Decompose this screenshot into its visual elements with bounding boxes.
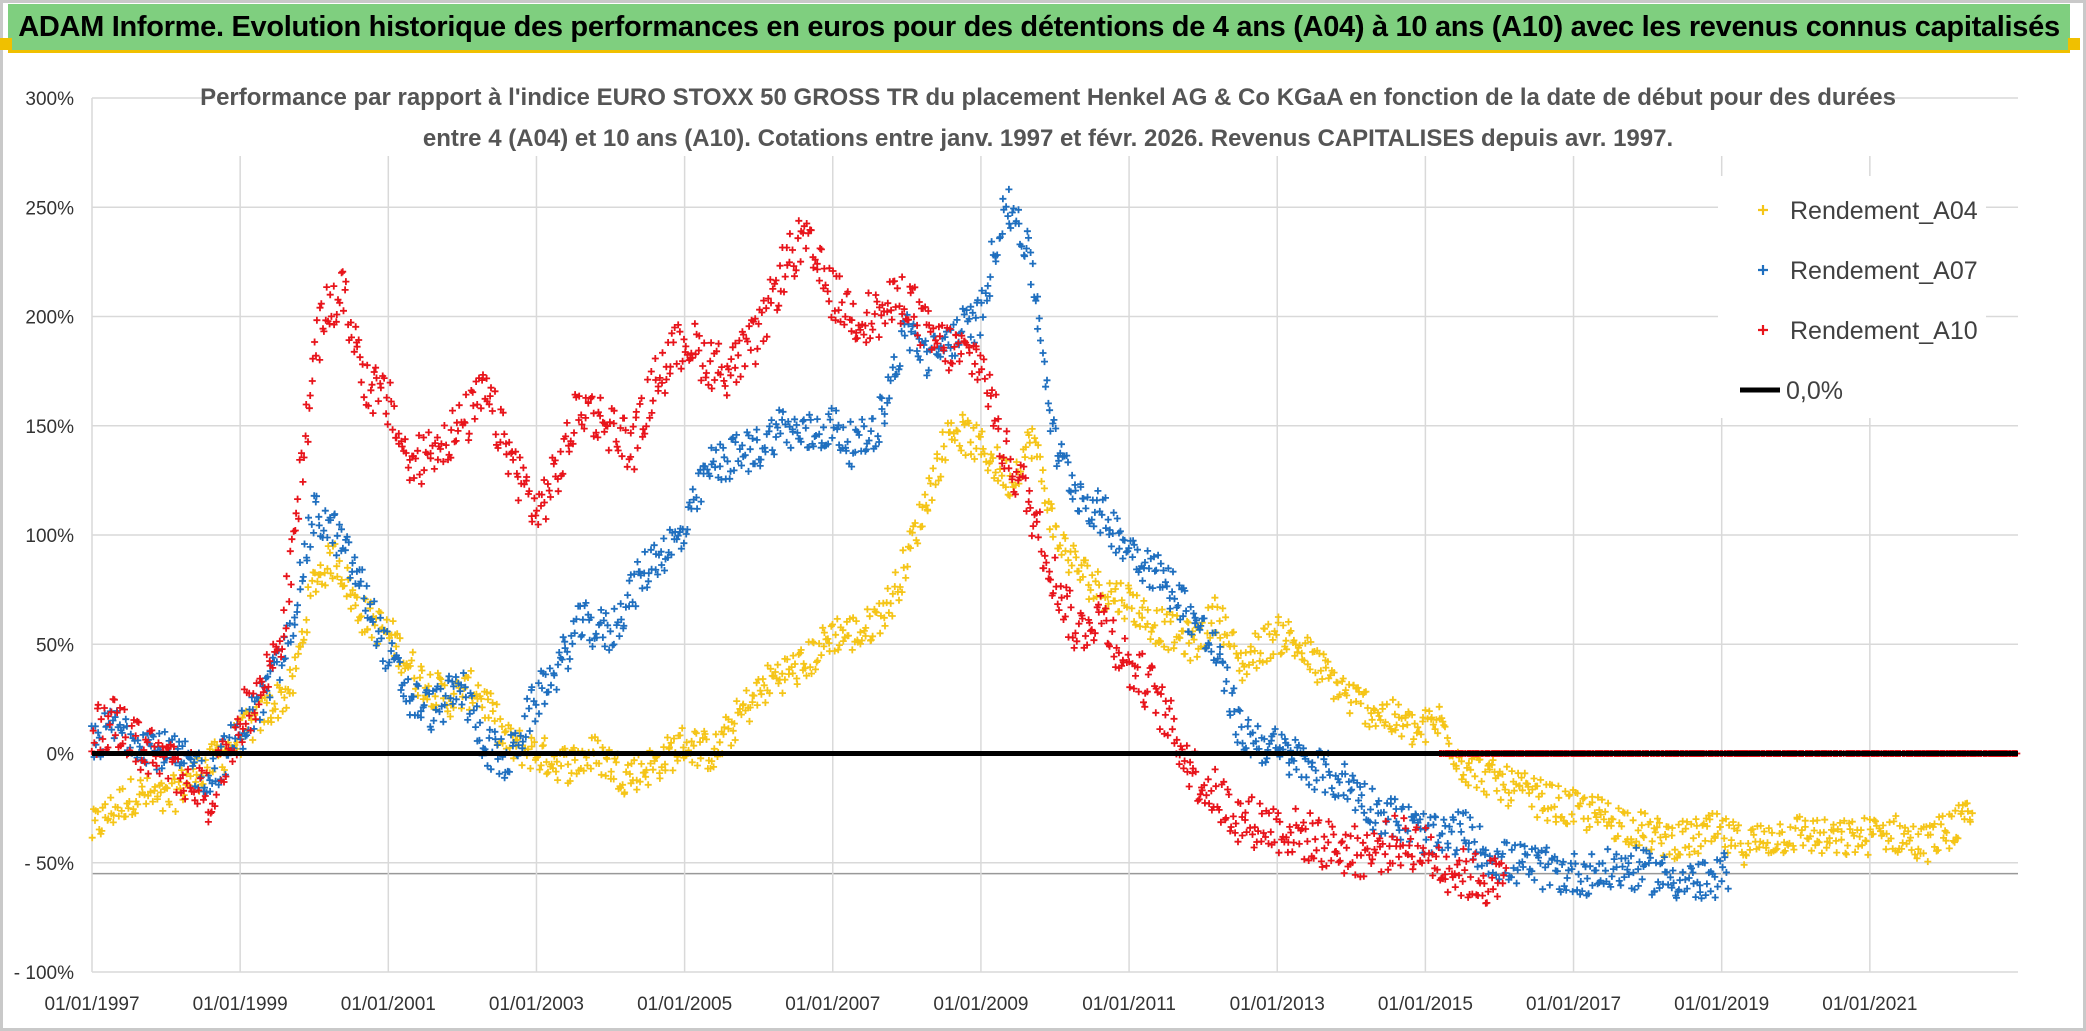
y-tick-label: 200%	[25, 308, 74, 329]
x-tick-label: 01/01/2001	[341, 994, 436, 1015]
series-Rendement_A04	[88, 411, 1976, 869]
series-Rendement_A10	[88, 217, 1510, 907]
chart-subtitle-line2: entre 4 (A04) et 10 ans (A10). Cotations…	[423, 125, 1673, 152]
y-tick-label: 300%	[25, 89, 74, 110]
y-tick-label: 150%	[25, 417, 74, 438]
x-tick-label: 01/01/2015	[1378, 994, 1473, 1015]
series-markers	[88, 185, 1732, 902]
legend-label: 0,0%	[1786, 377, 1843, 405]
page-title: ADAM Informe. Evolution historique des p…	[18, 10, 2060, 43]
x-tick-label: 01/01/2021	[1822, 994, 1917, 1015]
x-tick-label: 01/01/2019	[1674, 994, 1769, 1015]
x-tick-label: 01/01/1997	[44, 994, 139, 1015]
corner-mark-right	[2068, 38, 2080, 50]
legend-plus-marker	[1758, 325, 1768, 335]
legend-plus-marker	[1758, 265, 1768, 275]
legend-plus-marker	[1758, 205, 1768, 215]
x-tick-label: 01/01/2005	[637, 994, 732, 1015]
x-axis-ticks: 01/01/1997 01/01/1999 01/01/2001 01/01/2003…	[44, 994, 1917, 1015]
legend-background	[1718, 176, 1986, 418]
corner-mark-left	[0, 38, 12, 50]
y-tick-label: 250%	[25, 198, 74, 219]
y-tick-label: - 50%	[24, 854, 74, 875]
y-axis-ticks: 300% 250% 200% 150% 100% 50% 0% - 50% - 100%	[14, 89, 74, 984]
subtitle-background	[215, 82, 1880, 156]
y-tick-label: 50%	[36, 635, 74, 656]
series-markers	[88, 411, 1976, 869]
series-Rendement_A07	[88, 185, 1732, 902]
series-markers	[88, 217, 1510, 907]
y-tick-label: - 100%	[14, 963, 74, 984]
x-tick-label: 01/01/1999	[193, 994, 288, 1015]
x-tick-label: 01/01/2013	[1230, 994, 1325, 1015]
legend-label: Rendement_A10	[1790, 317, 1978, 345]
title-banner: ADAM Informe. Evolution historique des p…	[8, 4, 2070, 53]
legend-label: Rendement_A04	[1790, 197, 1978, 225]
x-tick-label: 01/01/2007	[785, 994, 880, 1015]
chart-subtitle-line1: Performance par rapport à l'indice EURO …	[200, 84, 1896, 111]
y-tick-label: 0%	[47, 745, 75, 766]
x-tick-label: 01/01/2017	[1526, 994, 1621, 1015]
legend-label: Rendement_A07	[1790, 257, 1978, 285]
x-tick-label: 01/01/2003	[489, 994, 584, 1015]
y-tick-label: 100%	[25, 526, 74, 547]
x-tick-label: 01/01/2009	[933, 994, 1028, 1015]
legend: Rendement_A04 Rendement_A07 Rendement_A10 0…	[1718, 176, 1986, 418]
x-tick-label: 01/01/2011	[1082, 994, 1176, 1015]
